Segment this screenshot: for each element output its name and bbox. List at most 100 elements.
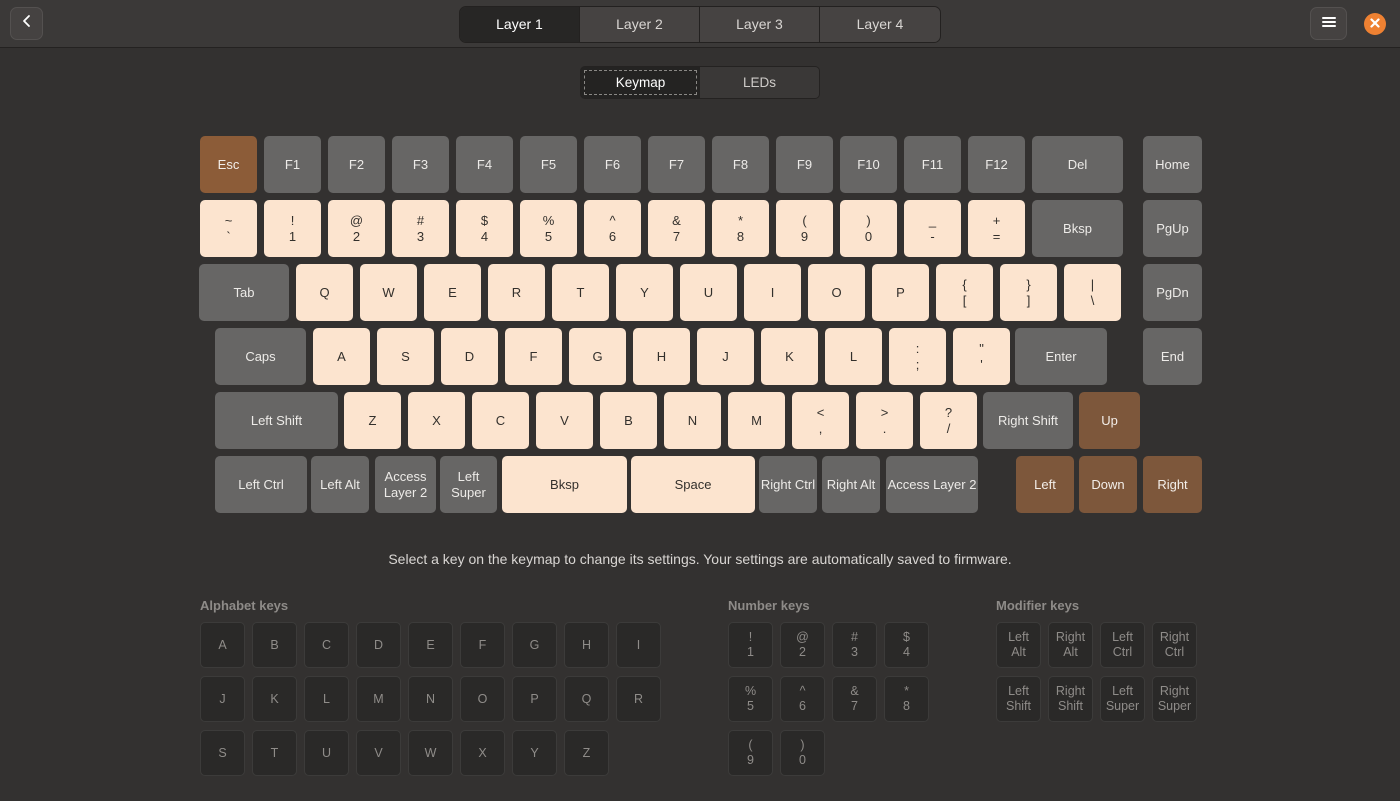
key-pgup[interactable]: PgUp — [1143, 200, 1202, 257]
key-semicolon[interactable]: :; — [889, 328, 946, 385]
picker-key-left-ctrl[interactable]: Left Ctrl — [1100, 622, 1145, 668]
key-j[interactable]: J — [697, 328, 754, 385]
picker-key-u[interactable]: U — [304, 730, 349, 776]
picker-key-i[interactable]: I — [616, 622, 661, 668]
tab-layer-3[interactable]: Layer 3 — [700, 7, 820, 42]
key-f5[interactable]: F5 — [520, 136, 577, 193]
key-f4[interactable]: F4 — [456, 136, 513, 193]
picker-key-0[interactable]: ) 0 — [780, 730, 825, 776]
key-a[interactable]: A — [313, 328, 370, 385]
key-u[interactable]: U — [680, 264, 737, 321]
key-down[interactable]: Down — [1079, 456, 1137, 513]
key-8[interactable]: * 8 — [712, 200, 769, 257]
picker-key-7[interactable]: & 7 — [832, 676, 877, 722]
key-1[interactable]: ! 1 — [264, 200, 321, 257]
picker-key-3[interactable]: #3 — [832, 622, 877, 668]
key-f12[interactable]: F12 — [968, 136, 1025, 193]
key-equal[interactable]: + = — [968, 200, 1025, 257]
key-end[interactable]: End — [1143, 328, 1202, 385]
key-period[interactable]: >. — [856, 392, 913, 449]
key-f3[interactable]: F3 — [392, 136, 449, 193]
picker-key-left-super[interactable]: Left Super — [1100, 676, 1145, 722]
picker-key-y[interactable]: Y — [512, 730, 557, 776]
menu-button[interactable] — [1310, 7, 1347, 40]
picker-key-1[interactable]: ! 1 — [728, 622, 773, 668]
picker-key-e[interactable]: E — [408, 622, 453, 668]
key-pgdn[interactable]: PgDn — [1143, 264, 1202, 321]
key-quote[interactable]: " ' — [953, 328, 1010, 385]
key-f8[interactable]: F8 — [712, 136, 769, 193]
key-backslash[interactable]: | \ — [1064, 264, 1121, 321]
picker-key-f[interactable]: F — [460, 622, 505, 668]
key-e[interactable]: E — [424, 264, 481, 321]
key-s[interactable]: S — [377, 328, 434, 385]
key-right-shift[interactable]: Right Shift — [983, 392, 1073, 449]
picker-key-w[interactable]: W — [408, 730, 453, 776]
toggle-keymap[interactable]: Keymap — [581, 67, 700, 98]
picker-key-g[interactable]: G — [512, 622, 557, 668]
picker-key-right-super[interactable]: Right Super — [1152, 676, 1197, 722]
key-i[interactable]: I — [744, 264, 801, 321]
picker-key-j[interactable]: J — [200, 676, 245, 722]
key-p[interactable]: P — [872, 264, 929, 321]
key-caps[interactable]: Caps — [215, 328, 306, 385]
key-right[interactable]: Right — [1143, 456, 1202, 513]
close-button[interactable] — [1364, 13, 1386, 35]
picker-key-right-alt[interactable]: Right Alt — [1048, 622, 1093, 668]
key-enter[interactable]: Enter — [1015, 328, 1107, 385]
key-q[interactable]: Q — [296, 264, 353, 321]
key-minus[interactable]: _ - — [904, 200, 961, 257]
picker-key-left-shift[interactable]: Left Shift — [996, 676, 1041, 722]
picker-key-c[interactable]: C — [304, 622, 349, 668]
key-f6[interactable]: F6 — [584, 136, 641, 193]
picker-key-8[interactable]: * 8 — [884, 676, 929, 722]
key-l[interactable]: L — [825, 328, 882, 385]
key-bracket-right[interactable]: }] — [1000, 264, 1057, 321]
tab-layer-1[interactable]: Layer 1 — [460, 7, 580, 42]
key-o[interactable]: O — [808, 264, 865, 321]
key-left-shift[interactable]: Left Shift — [215, 392, 338, 449]
key-esc[interactable]: Esc — [200, 136, 257, 193]
key-f7[interactable]: F7 — [648, 136, 705, 193]
key-2[interactable]: @2 — [328, 200, 385, 257]
toggle-leds[interactable]: LEDs — [700, 67, 819, 98]
picker-key-n[interactable]: N — [408, 676, 453, 722]
key-tab[interactable]: Tab — [199, 264, 289, 321]
picker-key-6[interactable]: ^ 6 — [780, 676, 825, 722]
key-y[interactable]: Y — [616, 264, 673, 321]
key-t[interactable]: T — [552, 264, 609, 321]
key-comma[interactable]: <, — [792, 392, 849, 449]
key-right-alt[interactable]: Right Alt — [822, 456, 880, 513]
key-left-super[interactable]: Left Super — [440, 456, 497, 513]
key-9[interactable]: (9 — [776, 200, 833, 257]
picker-key-4[interactable]: $4 — [884, 622, 929, 668]
picker-key-s[interactable]: S — [200, 730, 245, 776]
key-left-alt[interactable]: Left Alt — [311, 456, 369, 513]
picker-key-a[interactable]: A — [200, 622, 245, 668]
key-bksp-bottom[interactable]: Bksp — [502, 456, 627, 513]
key-h[interactable]: H — [633, 328, 690, 385]
picker-key-k[interactable]: K — [252, 676, 297, 722]
key-n[interactable]: N — [664, 392, 721, 449]
key-right-ctrl[interactable]: Right Ctrl — [759, 456, 817, 513]
key-f11[interactable]: F11 — [904, 136, 961, 193]
key-left[interactable]: Left — [1016, 456, 1074, 513]
key-6[interactable]: ^ 6 — [584, 200, 641, 257]
key-b[interactable]: B — [600, 392, 657, 449]
key-7[interactable]: & 7 — [648, 200, 705, 257]
picker-key-d[interactable]: D — [356, 622, 401, 668]
key-slash[interactable]: ? / — [920, 392, 977, 449]
key-v[interactable]: V — [536, 392, 593, 449]
tab-layer-2[interactable]: Layer 2 — [580, 7, 700, 42]
picker-key-b[interactable]: B — [252, 622, 297, 668]
key-d[interactable]: D — [441, 328, 498, 385]
picker-key-right-shift[interactable]: Right Shift — [1048, 676, 1093, 722]
picker-key-m[interactable]: M — [356, 676, 401, 722]
key-4[interactable]: $4 — [456, 200, 513, 257]
key-0[interactable]: ) 0 — [840, 200, 897, 257]
picker-key-left-alt[interactable]: Left Alt — [996, 622, 1041, 668]
key-w[interactable]: W — [360, 264, 417, 321]
key-r[interactable]: R — [488, 264, 545, 321]
picker-key-9[interactable]: (9 — [728, 730, 773, 776]
key-access-layer2-right[interactable]: Access Layer 2 — [886, 456, 978, 513]
